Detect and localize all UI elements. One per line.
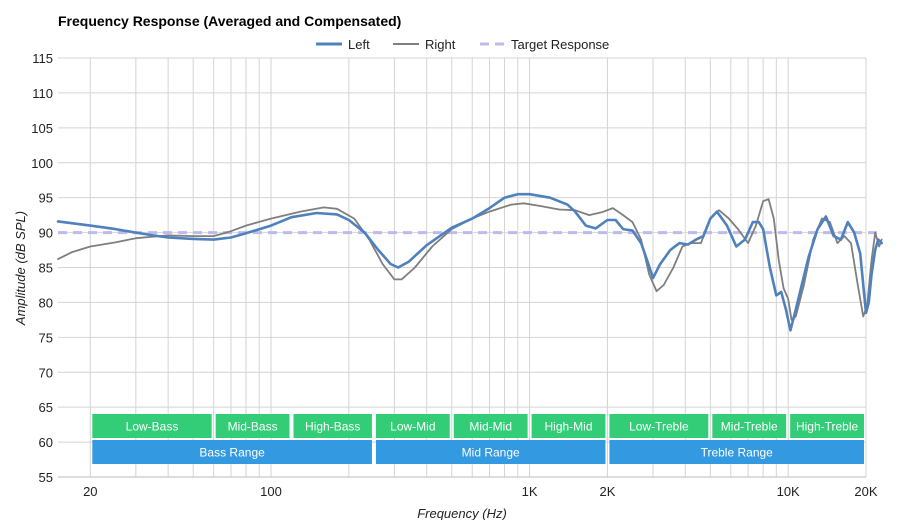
legend-label: Target Response [511, 37, 609, 52]
range-bands: Low-Bass Mid-Bass High-Bass Low-Mid Mid-Mid H… [92, 414, 864, 464]
sub-range-band-label: Mid-Bass [228, 420, 278, 434]
x-axis-label: Frequency (Hz) [417, 506, 507, 520]
sub-range-band-label: Mid-Treble [721, 420, 778, 434]
sub-range-band [453, 414, 528, 438]
y-tick-label: 100 [31, 156, 53, 171]
sub-range-band [215, 414, 290, 438]
x-tick-label: 2K [599, 484, 615, 499]
x-tick-label: 1K [522, 484, 538, 499]
y-tick-label: 60 [39, 435, 53, 450]
sub-range-band-label: High-Treble [796, 420, 859, 434]
y-tick-label: 105 [31, 121, 53, 136]
legend-label: Left [348, 37, 370, 52]
x-tick-label: 100 [260, 484, 282, 499]
sub-range-band [609, 414, 709, 438]
range-band-label: Bass Range [199, 446, 265, 460]
sub-range-band [375, 414, 450, 438]
sub-range-band [92, 414, 212, 438]
chart-title: Frequency Response (Averaged and Compens… [58, 13, 401, 29]
sub-range-band-label: Low-Treble [629, 420, 689, 434]
series-lines [56, 192, 883, 332]
y-tick-label: 115 [32, 51, 53, 66]
y-tick-label: 65 [39, 400, 53, 415]
y-tick-label: 90 [39, 226, 53, 241]
sub-range-band [712, 414, 787, 438]
sub-range-band-label: High-Bass [305, 420, 360, 434]
x-tick-label: 20K [854, 484, 877, 499]
grid [58, 57, 867, 478]
y-tick-label: 85 [39, 261, 53, 276]
range-band [92, 440, 372, 464]
axes: 55 60 65 70 75 80 85 90 95 100 105 110 115 20 100 1K 2K 1… [31, 51, 878, 499]
sub-range-band [293, 414, 372, 438]
y-tick-label: 75 [39, 330, 53, 345]
range-band-label: Mid Range [462, 446, 520, 460]
x-tick-label: 20 [83, 484, 97, 499]
y-tick-label: 110 [32, 86, 53, 101]
legend-label: Right [425, 37, 456, 52]
series-line-right [57, 198, 883, 321]
series-line-left [56, 192, 883, 332]
y-axis-label: Amplitude (dB SPL) [13, 211, 28, 326]
x-tick-label: 10K [777, 484, 800, 499]
y-tick-label: 70 [39, 365, 53, 380]
sub-range-band [531, 414, 606, 438]
y-tick-label: 55 [39, 470, 53, 485]
legend: Left Right Target Response [316, 37, 609, 52]
y-tick-label: 95 [39, 191, 53, 206]
range-band-label: Treble Range [701, 446, 774, 460]
range-band [609, 440, 864, 464]
sub-range-band [790, 414, 864, 438]
sub-range-band-label: Low-Mid [390, 420, 435, 434]
sub-range-band-label: Low-Bass [126, 420, 179, 434]
sub-range-band-label: Mid-Mid [469, 420, 512, 434]
range-band [375, 440, 606, 464]
y-tick-label: 80 [39, 295, 53, 310]
sub-range-band-label: High-Mid [545, 420, 593, 434]
